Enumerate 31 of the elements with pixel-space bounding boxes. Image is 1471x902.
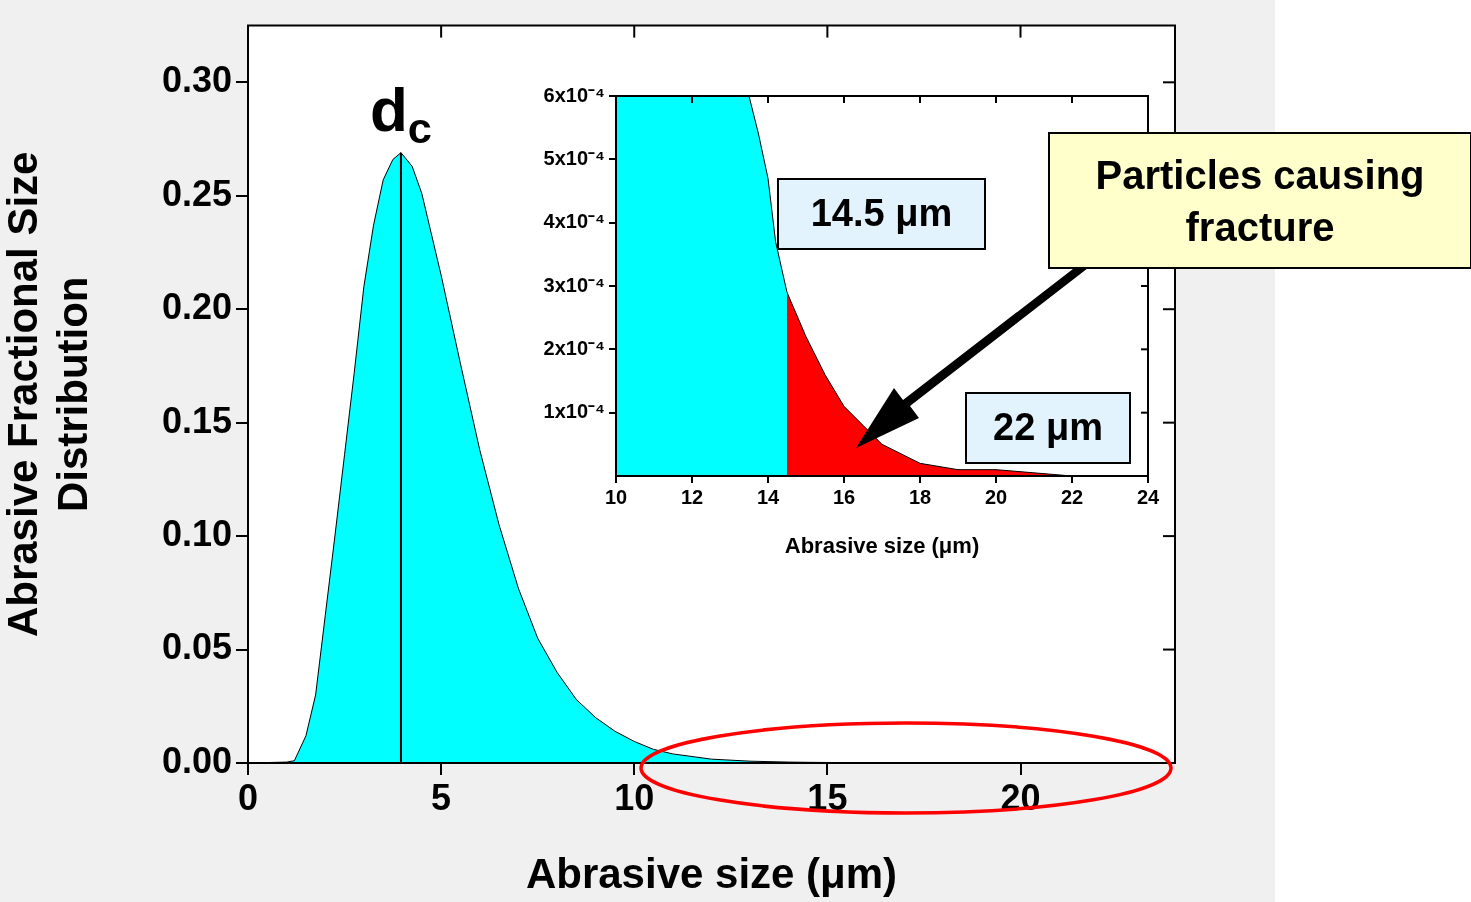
y-tick-label: 0.15 [161, 399, 232, 441]
y-tick-label: 6x10⁻⁴ [543, 83, 605, 106]
x-tick-label: 15 [807, 776, 848, 818]
x-tick-label: 10 [604, 485, 628, 508]
x-tick-label: 18 [908, 485, 932, 508]
x-tick-label: 14 [756, 485, 780, 508]
annotation: 14.5 μm [777, 178, 986, 250]
x-tick-label: 16 [832, 485, 856, 508]
y-tick-label: 3x10⁻⁴ [543, 273, 605, 296]
annotation: 22 μm [965, 392, 1131, 464]
y-tick-label: 1x10⁻⁴ [543, 400, 605, 423]
y-tick-label: 0.20 [161, 286, 232, 328]
y-tick-label: 0.05 [161, 626, 232, 668]
x-tick-label: 20 [984, 485, 1008, 508]
annotation: Particles causing fracture [1048, 132, 1471, 269]
x-tick-label: 10 [614, 776, 655, 818]
x-tick-label: 12 [680, 485, 704, 508]
x-axis-title: Abrasive size (μm) [784, 532, 980, 558]
y-tick-label: 0.10 [161, 513, 232, 555]
y-tick-label: 0.25 [161, 172, 232, 214]
y-tick-label: 4x10⁻⁴ [543, 210, 605, 233]
y-tick-label: 0.30 [161, 59, 232, 101]
x-axis-title: Abrasive size (μm) [525, 850, 898, 898]
y-tick-label: 2x10⁻⁴ [543, 336, 605, 359]
y-tick-label: 5x10⁻⁴ [543, 146, 605, 169]
x-tick-label: 22 [1060, 485, 1084, 508]
x-tick-label: 5 [431, 776, 452, 818]
x-tick-label: 0 [237, 776, 259, 818]
x-tick-label: 24 [1136, 485, 1160, 508]
y-tick-label: 0.00 [161, 739, 232, 781]
y-axis-title: Abrasive Fractional Size Distribution [0, 151, 97, 638]
